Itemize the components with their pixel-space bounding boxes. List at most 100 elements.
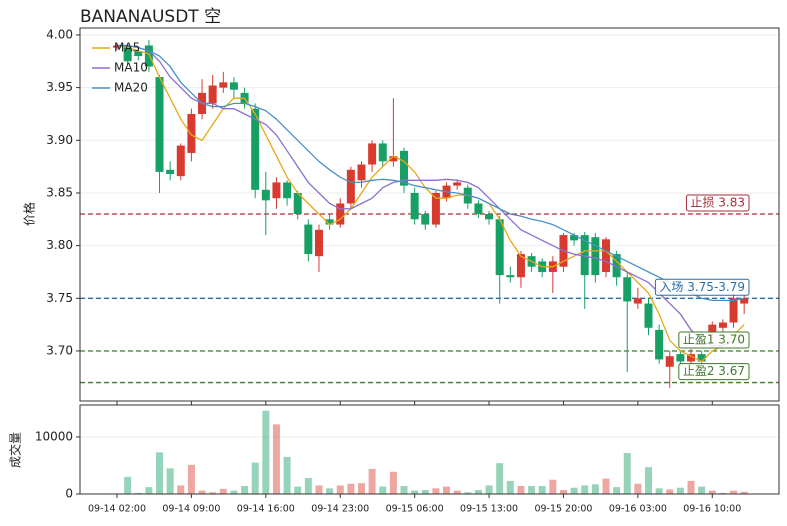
level-label: 止盈2 3.67	[683, 364, 745, 378]
candle-body	[655, 329, 664, 360]
volume-bar	[198, 490, 206, 494]
volume-bar	[230, 490, 238, 494]
volume-bar	[645, 467, 652, 494]
candle-body	[580, 235, 589, 276]
volume-bar	[294, 486, 302, 494]
candle-body	[123, 45, 132, 62]
ma-line	[116, 44, 745, 363]
volume-bar	[145, 487, 153, 494]
candle-body	[612, 254, 621, 278]
volume-bar	[570, 487, 578, 494]
candle-body	[485, 214, 494, 220]
candle-body	[665, 356, 674, 367]
volume-bar	[209, 492, 217, 494]
ma-line	[117, 44, 745, 347]
volume-bar	[379, 486, 387, 494]
volume-bar	[272, 424, 280, 494]
candle-body	[570, 235, 579, 241]
volume-bar	[730, 490, 738, 494]
level-label: 入场 3.75-3.79	[659, 280, 745, 294]
volume-bar	[400, 486, 408, 494]
volume-bar	[411, 490, 419, 494]
level-label-box	[654, 278, 750, 296]
x-tick-label: 09-15 06:00	[386, 504, 444, 515]
candle-body	[400, 150, 409, 186]
volume-bar	[124, 476, 132, 494]
volume-bar	[315, 485, 323, 494]
candle-body	[687, 354, 696, 362]
candle-body	[591, 237, 600, 276]
volume-bar	[421, 490, 429, 494]
volume-bar	[326, 488, 334, 494]
candle-body	[495, 219, 504, 276]
volume-panel-frame	[79, 404, 780, 495]
candle-body	[346, 169, 355, 204]
volume-bar	[549, 479, 557, 494]
volume-bar	[634, 483, 642, 494]
volume-bar	[613, 487, 621, 494]
y-tick-label: 3.85	[46, 185, 73, 199]
volume-bar	[666, 489, 674, 494]
ma-line	[117, 44, 745, 302]
volume-bar	[347, 483, 355, 494]
volume-bar	[177, 485, 185, 494]
candle-body	[155, 77, 164, 172]
candle-body	[208, 85, 217, 104]
volume-bar	[708, 490, 716, 494]
volume-bar	[156, 452, 164, 494]
x-tick-label: 09-15 20:00	[534, 504, 592, 515]
candle-body	[697, 354, 706, 362]
candle-body	[516, 254, 525, 278]
price-panel-frame	[79, 27, 780, 402]
volume-bar	[283, 456, 291, 494]
level-label-box	[678, 363, 750, 381]
x-tick-label: 09-14 16:00	[237, 504, 295, 515]
candle-body	[740, 298, 749, 304]
x-tick-label: 09-15 13:00	[460, 504, 518, 515]
level-label-box	[678, 331, 750, 349]
candle-body	[644, 303, 653, 328]
candle-body	[421, 214, 430, 225]
level-label-box	[685, 194, 750, 212]
volume-bar	[357, 483, 365, 494]
volume-bar	[443, 486, 451, 494]
candle-body	[134, 51, 143, 57]
volume-bar	[251, 462, 259, 494]
volume-axis-label: 成交量	[8, 432, 23, 468]
candle-body	[601, 239, 610, 272]
x-tick-label: 09-14 23:00	[311, 504, 369, 515]
volume-bar	[336, 485, 344, 494]
volume-bar	[581, 485, 589, 494]
candle-body	[166, 169, 175, 174]
candle-body	[176, 145, 185, 177]
candle-body	[261, 189, 270, 201]
candle-body	[368, 143, 377, 165]
volume-bar	[464, 492, 472, 494]
volume-bar	[219, 488, 227, 494]
legend-label: MA20	[114, 81, 148, 95]
candle-body	[623, 277, 632, 302]
candle-body	[113, 45, 121, 48]
volume-bar	[740, 491, 748, 494]
candle-body	[676, 354, 685, 362]
x-tick-label: 09-16 03:00	[609, 504, 667, 515]
y-tick-label: 3.80	[46, 238, 73, 252]
x-tick-label: 09-14 02:00	[88, 504, 146, 515]
candle-body	[410, 192, 419, 220]
candle-body	[453, 182, 462, 186]
legend-label: MA5	[114, 41, 140, 55]
candle-body	[708, 324, 717, 333]
volume-bar	[304, 478, 312, 494]
y-tick-label: 3.75	[46, 291, 73, 305]
candle-body	[293, 192, 302, 215]
candle-body	[474, 203, 483, 215]
volume-bar	[559, 490, 567, 494]
candle-body	[251, 108, 260, 190]
volume-bar	[506, 480, 514, 494]
volume-bar	[368, 468, 376, 494]
volume-bar	[676, 487, 684, 494]
volume-bar	[719, 492, 727, 494]
volume-bar	[474, 490, 482, 494]
x-tick-label: 09-14 09:00	[162, 504, 220, 515]
